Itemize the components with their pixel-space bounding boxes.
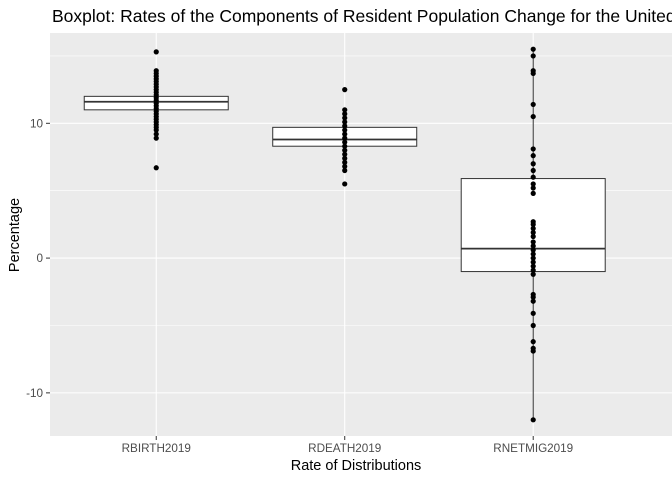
data-point: [342, 87, 348, 93]
data-point: [530, 70, 536, 77]
data-point: [530, 233, 536, 240]
data-point: [342, 115, 348, 121]
boxes: [83, 46, 606, 423]
data-point: [530, 243, 536, 249]
y-axis: -10 0 10: [26, 117, 50, 400]
data-point: [342, 107, 348, 113]
y-tick-label: 0: [36, 252, 43, 265]
data-point: [530, 174, 536, 180]
data-point: [342, 147, 348, 153]
data-point: [530, 161, 536, 167]
data-point: [530, 225, 536, 232]
data-point: [530, 221, 536, 227]
data-point: [342, 139, 348, 145]
data-point: [342, 127, 348, 133]
data-point: [342, 111, 348, 117]
data-point: [153, 165, 159, 171]
data-point: [153, 127, 159, 133]
data-point: [530, 146, 536, 152]
data-point: [530, 181, 536, 187]
data-point: [530, 101, 536, 108]
data-point: [342, 163, 348, 170]
data-point: [530, 251, 536, 257]
data-point: [342, 167, 348, 174]
x-axis: RBIRTH2019 RDEATH2019 RNETMIG2019: [122, 436, 573, 455]
box-RDEATH2019: [272, 87, 418, 187]
chart-title: Boxplot: Rates of the Components of Resi…: [52, 6, 672, 26]
x-tick-label: RDEATH2019: [308, 442, 381, 455]
data-point: [153, 131, 159, 137]
data-point: [530, 259, 536, 265]
data-point: [342, 131, 348, 137]
data-point: [342, 151, 348, 157]
data-point: [530, 185, 536, 191]
data-point: [530, 53, 536, 59]
data-point: [342, 181, 348, 187]
x-axis-title: Rate of Distributions: [291, 458, 422, 474]
data-point: [153, 135, 159, 141]
data-point: [530, 294, 536, 300]
data-point: [530, 247, 536, 253]
data-point: [342, 119, 348, 125]
data-point: [342, 143, 348, 149]
y-tick-label: 10: [30, 117, 44, 130]
data-point: [530, 417, 536, 423]
data-point: [530, 239, 536, 245]
data-point: [530, 339, 536, 345]
data-point: [530, 153, 536, 159]
data-point: [530, 263, 536, 269]
data-point: [530, 348, 536, 354]
data-point: [153, 49, 159, 55]
data-point: [530, 271, 536, 277]
data-point: [530, 113, 536, 120]
data-point: [530, 298, 536, 304]
data-point: [342, 135, 348, 141]
data-point: [530, 255, 536, 261]
y-axis-title: Percentage: [7, 198, 23, 272]
data-point: [530, 167, 536, 174]
data-point: [342, 123, 348, 129]
box-RNETMIG2019: [460, 46, 606, 423]
data-point: [530, 46, 536, 52]
x-tick-label: RNETMIG2019: [493, 442, 573, 455]
y-tick-label: -10: [26, 387, 43, 400]
data-point: [530, 229, 536, 236]
data-point: [342, 159, 348, 165]
data-point: [342, 155, 348, 161]
data-point: [530, 190, 536, 196]
x-tick-label: RBIRTH2019: [122, 442, 191, 455]
box-RBIRTH2019: [83, 49, 229, 171]
data-point: [530, 310, 536, 316]
data-point: [530, 322, 536, 329]
data-point: [530, 267, 536, 273]
